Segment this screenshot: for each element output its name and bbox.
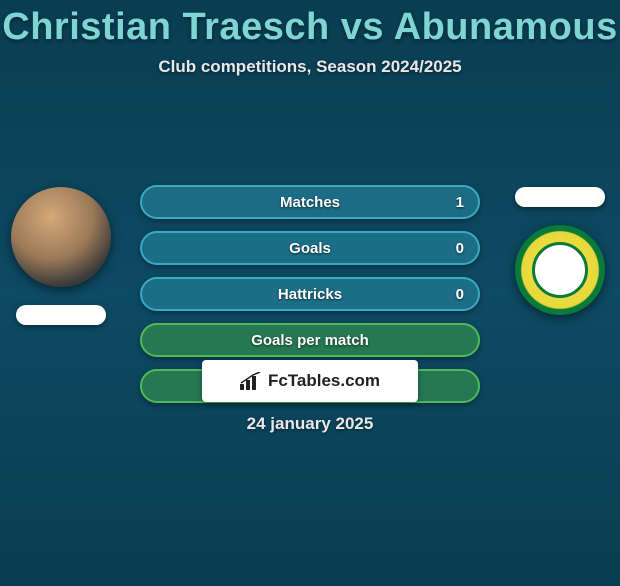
stat-pill-matches: Matches 1 (140, 185, 480, 219)
stat-value: 1 (456, 194, 464, 211)
player-right-club-badge (515, 225, 605, 315)
brand-box: FcTables.com (202, 360, 418, 402)
stat-pill-goals-per-match: Goals per match (140, 323, 480, 357)
stat-pill-goals: Goals 0 (140, 231, 480, 265)
snapshot-date: 24 january 2025 (0, 414, 620, 434)
page-subtitle: Club competitions, Season 2024/2025 (0, 57, 620, 77)
stat-value: 0 (456, 286, 464, 303)
player-left-avatar (11, 187, 111, 287)
player-right-flag (515, 187, 605, 207)
player-right-column (507, 187, 612, 333)
stat-pill-hattricks: Hattricks 0 (140, 277, 480, 311)
stat-label: Goals (289, 240, 331, 257)
stat-value: 0 (456, 240, 464, 257)
brand-icon (240, 372, 262, 390)
stat-label: Goals per match (251, 332, 369, 349)
brand-text: FcTables.com (268, 371, 380, 391)
stat-label: Matches (280, 194, 340, 211)
stat-label: Hattricks (278, 286, 342, 303)
player-left-column (8, 187, 113, 325)
page-title: Christian Traesch vs Abunamous (0, 6, 620, 49)
player-left-flag (16, 305, 106, 325)
